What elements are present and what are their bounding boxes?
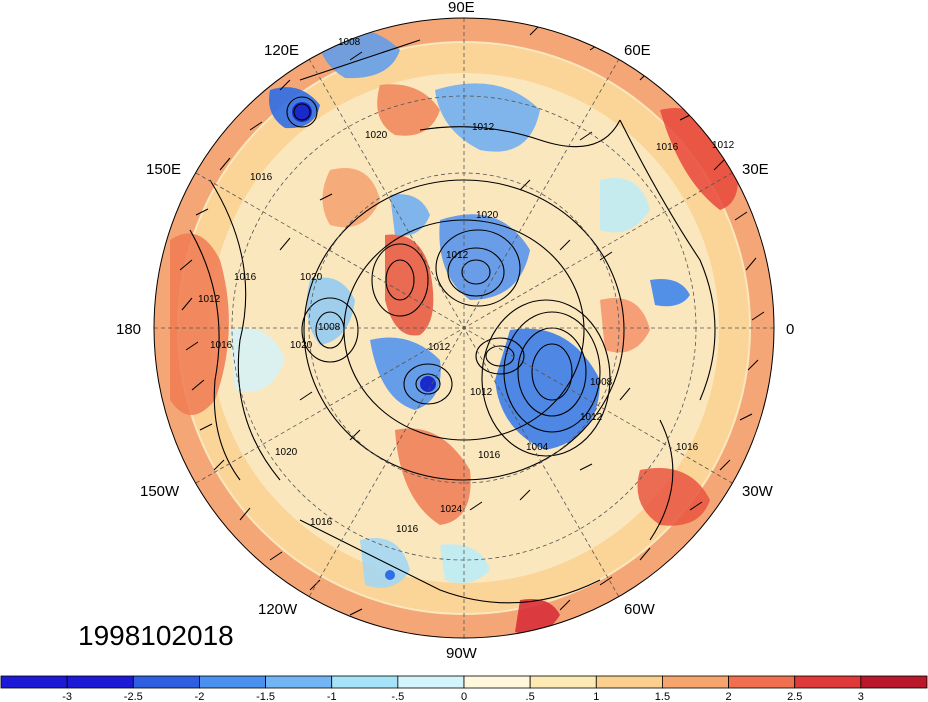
colorbar-box bbox=[331, 675, 399, 689]
colorbar-box bbox=[199, 675, 266, 689]
colorbar-box bbox=[397, 675, 465, 689]
contour-label: 1016 bbox=[656, 142, 679, 153]
contour-label: 1008 bbox=[338, 37, 361, 48]
colorbar-label: -1 bbox=[327, 691, 337, 702]
colorbar-box bbox=[66, 675, 134, 689]
colorbar-box bbox=[132, 675, 200, 689]
contour-label: 1020 bbox=[300, 272, 323, 283]
lon-label-90e: 90E bbox=[448, 0, 475, 16]
contour-label: 1016 bbox=[396, 524, 419, 535]
contour-label: 1020 bbox=[365, 130, 388, 141]
colorbar-label: -2.5 bbox=[124, 691, 143, 702]
contour-label: 1016 bbox=[478, 450, 501, 461]
polar-map: 1008 1012 1020 1016 1012 1020 1012 1016 … bbox=[116, 0, 794, 662]
contour-label: 1012 bbox=[428, 342, 451, 353]
lon-label-30e: 30E bbox=[742, 161, 769, 178]
contour-label: 1016 bbox=[210, 340, 233, 351]
graticule bbox=[154, 18, 774, 638]
contour-label: 1016 bbox=[310, 517, 333, 528]
contour-label: 1020 bbox=[275, 447, 298, 458]
colorbar-label: 0 bbox=[461, 691, 467, 702]
colorbar-box bbox=[595, 675, 663, 689]
colorbar-label: 3 bbox=[858, 691, 864, 702]
contour-label: 1012 bbox=[712, 140, 735, 151]
lon-label-60w: 60W bbox=[624, 601, 656, 618]
colorbar-label: .5 bbox=[526, 691, 535, 702]
lon-label-120w: 120W bbox=[258, 601, 298, 618]
colorbar-label: -1.5 bbox=[256, 691, 275, 702]
contour-value-labels: 1008 1012 1020 1016 1012 1020 1012 1016 … bbox=[198, 37, 735, 535]
colorbar-label: -3 bbox=[62, 691, 72, 702]
lon-label-30w: 30W bbox=[742, 483, 774, 500]
contour-label: 1012 bbox=[580, 412, 603, 423]
colorbar-box bbox=[860, 675, 928, 689]
lon-label-120e: 120E bbox=[264, 42, 299, 59]
colorbar-box bbox=[265, 675, 333, 689]
colorbar-label: -.5 bbox=[391, 691, 404, 702]
colorbar-box bbox=[529, 675, 597, 689]
colorbar-box bbox=[794, 675, 862, 689]
lon-label-90w: 90W bbox=[446, 645, 478, 662]
lon-label-60e: 60E bbox=[624, 42, 651, 59]
colorbar-label: 2.5 bbox=[787, 691, 802, 702]
colorbar-boxes bbox=[0, 675, 928, 689]
lon-label-150e: 150E bbox=[146, 161, 181, 178]
colorbar-box bbox=[662, 675, 729, 689]
contour-label: 1008 bbox=[318, 322, 341, 333]
lon-label-150w: 150W bbox=[140, 483, 180, 500]
contour-label: 1012 bbox=[472, 122, 495, 133]
contour-label: 1004 bbox=[526, 442, 549, 453]
contour-label: 1020 bbox=[290, 340, 313, 351]
contour-label: 1024 bbox=[440, 504, 463, 515]
contour-label: 1012 bbox=[470, 387, 493, 398]
colorbar-box bbox=[728, 675, 796, 689]
contour-label: 1016 bbox=[676, 442, 699, 453]
longitude-labels: 90E 60E 30E 0 30W 60W 90W 120W 150W 180 … bbox=[116, 0, 794, 662]
colorbar-label: 2 bbox=[726, 691, 732, 702]
contour-label: 1016 bbox=[250, 172, 273, 183]
contour-label: 1008 bbox=[590, 377, 613, 388]
colorbar: -3 -2.5 -2 -1.5 -1 -.5 0 .5 1 1.5 2 2.5 3 bbox=[0, 675, 928, 702]
contour-label: 1012 bbox=[446, 250, 469, 261]
lon-label-0: 0 bbox=[786, 321, 794, 338]
colorbar-label: 1 bbox=[593, 691, 599, 702]
contour-label: 1020 bbox=[476, 210, 499, 221]
date-stamp: 1998102018 bbox=[78, 620, 234, 651]
colorbar-label: -2 bbox=[195, 691, 205, 702]
colorbar-box bbox=[0, 675, 68, 689]
wind-barbs bbox=[179, 24, 765, 616]
lon-label-180: 180 bbox=[116, 321, 141, 338]
colorbar-labels: -3 -2.5 -2 -1.5 -1 -.5 0 .5 1 1.5 2 2.5 3 bbox=[62, 691, 864, 702]
globe-outline bbox=[153, 17, 775, 639]
contour-label: 1016 bbox=[234, 272, 257, 283]
isobar-contours bbox=[189, 39, 716, 604]
colorbar-label: 1.5 bbox=[655, 691, 670, 702]
contour-label: 1012 bbox=[198, 294, 221, 305]
colorbar-box bbox=[463, 675, 531, 689]
